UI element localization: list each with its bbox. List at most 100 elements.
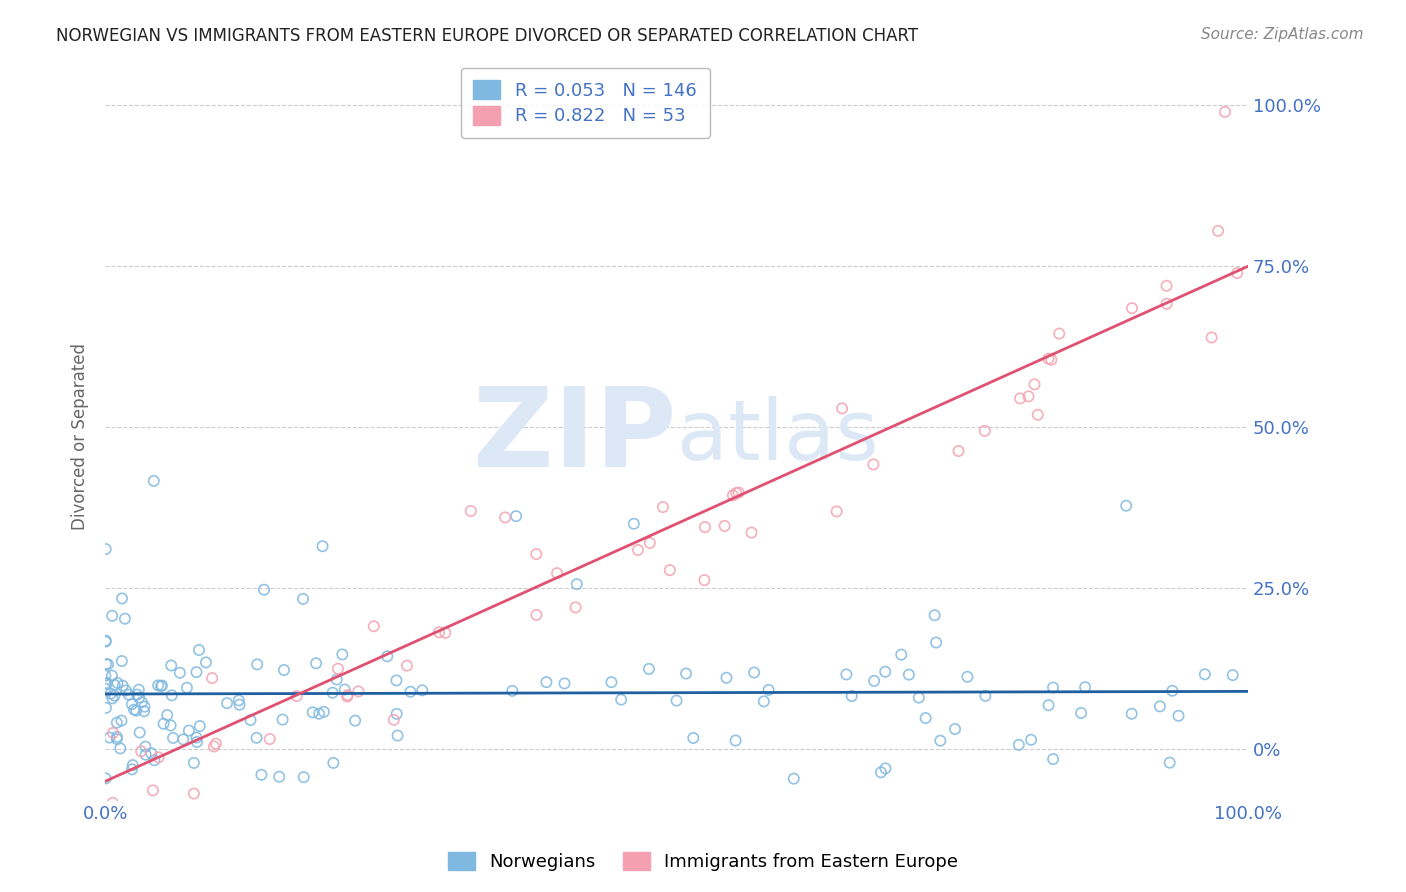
Point [245, 731, 267, 745]
Point [675, 666, 697, 681]
Point [101, 668, 124, 682]
Point [292, 591, 315, 606]
Point [1226, 266, 1249, 280]
Point [758, 682, 780, 697]
Point [326, 662, 349, 676]
Point [146, 678, 169, 692]
Point [956, 670, 979, 684]
Point [623, 516, 645, 531]
Point [565, 577, 588, 591]
Point [682, 731, 704, 745]
Point [115, 683, 138, 698]
Point [501, 684, 523, 698]
Point [269, 770, 291, 784]
Point [183, 787, 205, 801]
Point [1156, 297, 1178, 311]
Point [101, 726, 124, 740]
Point [186, 665, 208, 680]
Point [1019, 732, 1042, 747]
Point [217, 696, 239, 710]
Point [201, 671, 224, 685]
Legend: Norwegians, Immigrants from Eastern Europe: Norwegians, Immigrants from Eastern Euro… [440, 845, 966, 879]
Point [740, 525, 762, 540]
Point [121, 763, 143, 777]
Point [94, 772, 117, 786]
Point [150, 679, 173, 693]
Point [94, 668, 117, 682]
Point [101, 608, 124, 623]
Point [121, 758, 143, 772]
Point [1206, 224, 1229, 238]
Point [114, 612, 136, 626]
Point [1167, 708, 1189, 723]
Point [172, 732, 194, 747]
Point [1042, 752, 1064, 766]
Point [554, 676, 576, 690]
Point [176, 681, 198, 695]
Point [875, 761, 897, 775]
Point [1159, 756, 1181, 770]
Point [228, 693, 250, 707]
Point [460, 504, 482, 518]
Point [188, 719, 211, 733]
Point [94, 633, 117, 648]
Point [142, 783, 165, 797]
Point [97, 657, 120, 672]
Point [128, 725, 150, 739]
Point [363, 619, 385, 633]
Point [925, 635, 948, 649]
Point [1010, 392, 1032, 406]
Point [546, 566, 568, 581]
Point [135, 747, 157, 762]
Point [301, 706, 323, 720]
Point [333, 682, 356, 697]
Point [308, 706, 330, 721]
Text: NORWEGIAN VS IMMIGRANTS FROM EASTERN EUROPE DIVORCED OR SEPARATED CORRELATION CH: NORWEGIAN VS IMMIGRANTS FROM EASTERN EUR… [56, 27, 918, 45]
Point [1047, 326, 1070, 341]
Point [427, 625, 450, 640]
Point [716, 671, 738, 685]
Text: Source: ZipAtlas.com: Source: ZipAtlas.com [1201, 27, 1364, 42]
Point [188, 643, 211, 657]
Point [875, 665, 897, 679]
Point [1042, 681, 1064, 695]
Point [150, 679, 173, 693]
Point [924, 608, 946, 623]
Point [94, 542, 117, 557]
Point [160, 658, 183, 673]
Point [890, 648, 912, 662]
Point [336, 688, 359, 702]
Point [524, 547, 547, 561]
Point [1222, 668, 1244, 682]
Point [929, 733, 952, 747]
Point [724, 733, 747, 747]
Point [752, 694, 775, 708]
Point [177, 723, 200, 738]
Point [862, 458, 884, 472]
Point [651, 500, 673, 514]
Point [285, 689, 308, 703]
Point [1024, 377, 1046, 392]
Point [665, 693, 688, 707]
Point [713, 519, 735, 533]
Point [411, 683, 433, 698]
Point [143, 753, 166, 767]
Point [1201, 330, 1223, 344]
Point [111, 591, 134, 606]
Point [783, 772, 806, 786]
Point [142, 474, 165, 488]
Point [382, 713, 405, 727]
Point [727, 485, 749, 500]
Point [725, 486, 748, 500]
Point [841, 689, 863, 703]
Point [387, 729, 409, 743]
Point [100, 687, 122, 701]
Point [111, 654, 134, 668]
Point [311, 539, 333, 553]
Point [169, 665, 191, 680]
Point [273, 663, 295, 677]
Point [98, 731, 121, 745]
Point [330, 648, 353, 662]
Point [152, 716, 174, 731]
Point [128, 690, 150, 705]
